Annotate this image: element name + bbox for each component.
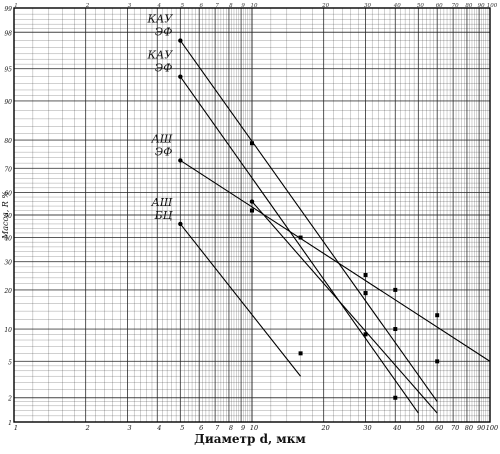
series-label: ЭФ bbox=[155, 145, 173, 158]
y-tick-label: 5 bbox=[8, 359, 12, 366]
x-tick-label: 9 bbox=[241, 424, 245, 432]
series-label: АШ bbox=[150, 196, 172, 209]
data-point bbox=[250, 141, 254, 146]
x-tick-label: 3 bbox=[127, 424, 131, 432]
y-tick-label: 2 bbox=[7, 396, 12, 403]
x-tick-label: 80 bbox=[465, 424, 473, 432]
x-tick-label-top: 40 bbox=[393, 3, 401, 9]
series-line bbox=[180, 160, 491, 362]
series-label: КАУ bbox=[147, 13, 174, 26]
x-tick-label: 70 bbox=[451, 424, 459, 432]
series-label: ЭФ bbox=[155, 26, 173, 39]
x-tick-label: 40 bbox=[392, 424, 401, 432]
x-tick-label-top: 1 bbox=[14, 3, 18, 9]
x-tick-label-top: 80 bbox=[465, 3, 472, 9]
x-tick-label-top: 50 bbox=[417, 3, 424, 9]
y-tick-label: 20 bbox=[3, 288, 12, 295]
series-label: АШ bbox=[150, 132, 172, 145]
x-tick-label-top: 70 bbox=[452, 3, 459, 9]
x-tick-label: 30 bbox=[363, 424, 371, 432]
y-tick-label: 99 bbox=[4, 6, 12, 13]
series-start-point bbox=[249, 199, 255, 204]
series-line bbox=[251, 201, 438, 414]
x-tick-label: 1 bbox=[14, 424, 18, 432]
series-start-point bbox=[178, 38, 183, 43]
x-tick-label: 60 bbox=[435, 424, 443, 432]
data-point bbox=[435, 313, 440, 318]
y-tick-label: 80 bbox=[4, 138, 12, 145]
x-tick-label-top: 5 bbox=[181, 3, 185, 9]
x-tick-label-top: 100 bbox=[487, 3, 498, 9]
y-tick-label: 1 bbox=[8, 420, 12, 427]
y-tick-label: 98 bbox=[4, 30, 12, 37]
data-point bbox=[298, 235, 303, 240]
x-tick-label-top: 30 bbox=[364, 3, 371, 9]
series-line bbox=[179, 223, 302, 377]
data-point bbox=[298, 351, 303, 356]
y-tick-label: 30 bbox=[4, 260, 12, 267]
x-tick-label: 90 bbox=[477, 424, 485, 432]
x-tick-label-top: 60 bbox=[436, 3, 443, 9]
series-label: БЦ bbox=[154, 209, 173, 222]
x-tick-label: 100 bbox=[486, 424, 498, 432]
x-tick-label-top: 20 bbox=[321, 3, 329, 9]
y-axis-title: Масса, R % bbox=[1, 191, 10, 240]
x-tick-label-top: 90 bbox=[478, 3, 485, 9]
x-tick-label: 7 bbox=[215, 424, 220, 432]
y-tick-label: 10 bbox=[4, 327, 12, 334]
x-tick-label: 20 bbox=[321, 424, 330, 432]
x-tick-label: 50 bbox=[416, 424, 424, 432]
y-tick-label: 50 bbox=[4, 213, 12, 220]
x-tick-label-top: 3 bbox=[128, 3, 132, 9]
x-tick-label-top: 10 bbox=[251, 3, 258, 9]
x-tick-label-top: 4 bbox=[157, 3, 162, 9]
plot-frame bbox=[13, 7, 491, 423]
data-point bbox=[250, 208, 254, 213]
x-tick-label: 2 bbox=[85, 424, 90, 432]
data-point bbox=[363, 291, 368, 296]
data-point bbox=[393, 287, 398, 292]
x-tick-label: 5 bbox=[180, 424, 184, 432]
x-axis-title: Диаметр d, мкм bbox=[194, 432, 306, 446]
x-tick-label: 6 bbox=[199, 424, 203, 432]
data-point bbox=[393, 395, 398, 400]
series-start-point bbox=[178, 221, 183, 227]
data-point bbox=[393, 327, 398, 332]
y-tick-label: 70 bbox=[4, 166, 12, 173]
series-line bbox=[179, 76, 419, 414]
y-tick-label: 90 bbox=[4, 99, 12, 106]
x-tick-label-top: 6 bbox=[199, 3, 203, 9]
data-point bbox=[363, 332, 368, 337]
x-tick-label: 10 bbox=[250, 424, 258, 432]
x-tick-label-top: 8 bbox=[229, 3, 233, 9]
data-point bbox=[363, 273, 368, 278]
y-tick-label: 40 bbox=[3, 236, 12, 243]
x-tick-label-top: 7 bbox=[215, 3, 219, 9]
x-tick-label-top: 9 bbox=[241, 3, 245, 9]
data-point bbox=[435, 359, 440, 364]
series-line bbox=[179, 40, 438, 402]
series-label: КАУ bbox=[147, 49, 174, 62]
y-tick-label: 95 bbox=[4, 67, 12, 74]
x-tick-label: 8 bbox=[229, 424, 233, 432]
x-tick-label: 4 bbox=[156, 424, 161, 432]
y-tick-label: 60 bbox=[4, 190, 12, 197]
series-label: ЭФ bbox=[155, 62, 173, 75]
series-start-point bbox=[178, 158, 183, 163]
series-start-point bbox=[178, 74, 183, 79]
x-tick-label-top: 2 bbox=[85, 3, 90, 9]
